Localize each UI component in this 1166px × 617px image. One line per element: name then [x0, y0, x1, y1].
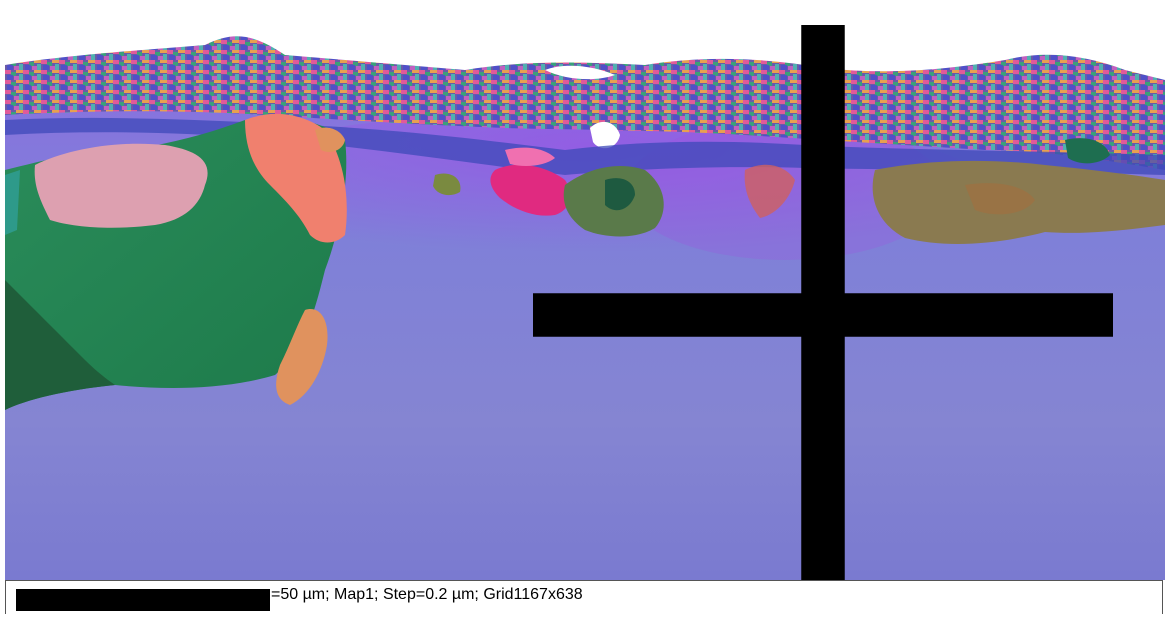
crosshair-icon: [533, 25, 1113, 580]
scale-bar: [16, 589, 270, 611]
map-info-text: =50 µm; Map1; Step=0.2 µm; Grid1167x638: [271, 586, 583, 603]
orientation-map[interactable]: [5, 0, 1165, 580]
status-bar: =50 µm; Map1; Step=0.2 µm; Grid1167x638: [5, 580, 1163, 614]
